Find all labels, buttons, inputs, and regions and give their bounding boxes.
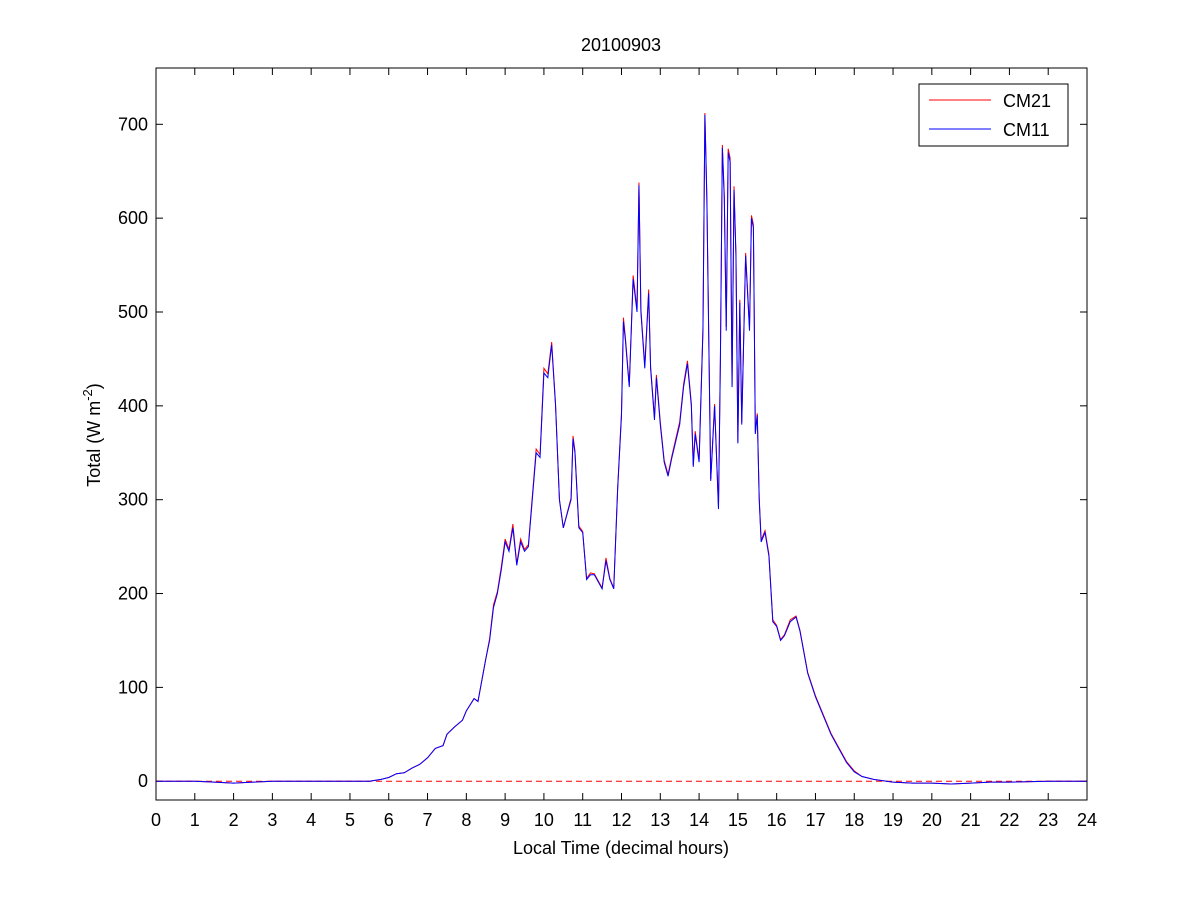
- plot-frame: [155, 67, 1088, 801]
- x-tick-label: 1: [190, 810, 200, 830]
- legend-box: [918, 83, 1069, 147]
- series-line: [156, 114, 1087, 785]
- y-tick-label: 100: [118, 677, 148, 697]
- x-tick-label: 15: [728, 810, 748, 830]
- x-tick-label: 12: [611, 810, 631, 830]
- y-label-sup: -2: [80, 389, 95, 401]
- x-tick-label: 4: [306, 810, 316, 830]
- x-tick-label: 13: [650, 810, 670, 830]
- x-tick-label: 18: [844, 810, 864, 830]
- x-tick-label: 7: [423, 810, 433, 830]
- x-tick-label: 23: [1038, 810, 1058, 830]
- x-axis-label: Local Time (decimal hours): [513, 838, 729, 858]
- y-label-text: Total (W m: [84, 401, 104, 487]
- x-tick-label: 2: [229, 810, 239, 830]
- x-tick-label: 16: [767, 810, 787, 830]
- y-tick-label: 200: [118, 584, 148, 604]
- x-tick-label: 19: [883, 810, 903, 830]
- x-tick-label: 5: [345, 810, 355, 830]
- x-tick-label: 24: [1077, 810, 1097, 830]
- x-tick-label: 20: [922, 810, 942, 830]
- x-tick-label: 17: [805, 810, 825, 830]
- y-tick-label: 600: [118, 208, 148, 228]
- y-label-suffix: ): [84, 383, 104, 389]
- x-tick-label: 0: [151, 810, 161, 830]
- x-tick-label: 21: [961, 810, 981, 830]
- x-tick-label: 14: [689, 810, 709, 830]
- y-tick-label: 700: [118, 114, 148, 134]
- y-tick-label: 0: [138, 771, 148, 791]
- x-tick-label: 22: [999, 810, 1019, 830]
- y-tick-label: 500: [118, 302, 148, 322]
- y-axis-label: Total (W m-2): [80, 383, 104, 487]
- legend-label: CM21: [1003, 91, 1051, 111]
- y-tick-label: 300: [118, 490, 148, 510]
- x-tick-label: 6: [384, 810, 394, 830]
- chart-title: 20100903: [581, 35, 661, 55]
- x-tick-label: 8: [461, 810, 471, 830]
- x-tick-label: 11: [573, 810, 592, 830]
- legend-label: CM11: [1003, 120, 1050, 140]
- x-tick-label: 10: [534, 810, 554, 830]
- y-tick-label: 400: [118, 396, 148, 416]
- x-tick-label: 9: [500, 810, 510, 830]
- x-tick-label: 3: [267, 810, 277, 830]
